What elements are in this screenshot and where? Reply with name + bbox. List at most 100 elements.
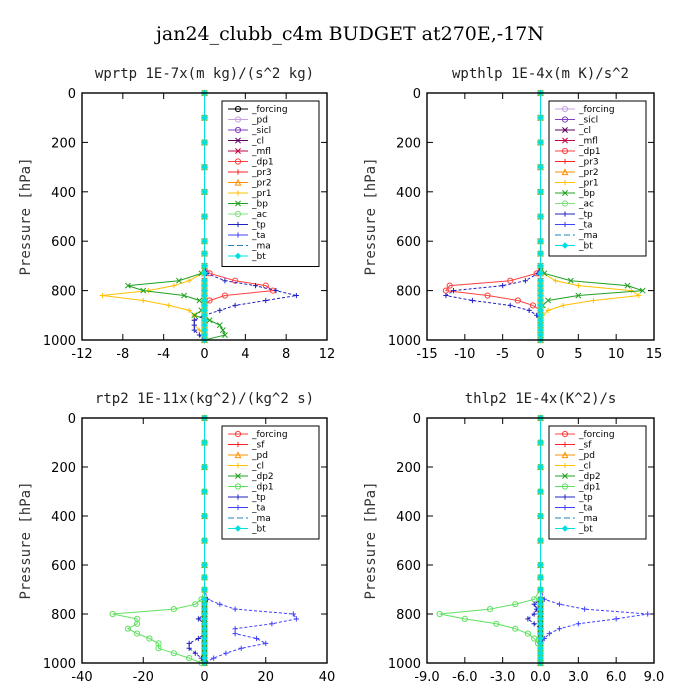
data-point xyxy=(222,278,228,284)
data-point xyxy=(537,139,544,146)
x-tick-label: -12 xyxy=(71,347,92,362)
data-point xyxy=(196,327,202,333)
plot-frame xyxy=(426,92,655,341)
legend-label: _forcing xyxy=(251,105,288,115)
series-dp1 xyxy=(442,89,544,344)
legend-label: _ta xyxy=(578,221,593,231)
legend-label: _ta xyxy=(251,504,266,514)
data-point xyxy=(512,601,519,608)
data-point xyxy=(522,278,528,284)
legend-label: _bt xyxy=(578,525,593,535)
legend-marker xyxy=(235,200,241,207)
panel-1: wprtp 1E-7x(m kg)/(s^2 kg) Pressure [hPa]… xyxy=(18,66,335,362)
data-point xyxy=(590,297,597,304)
legend-label: _ma xyxy=(251,514,271,524)
data-point xyxy=(546,631,552,637)
legend-label: _forcing xyxy=(578,430,615,440)
legend-marker xyxy=(234,451,242,459)
data-point xyxy=(263,640,269,646)
legend-marker xyxy=(234,126,242,134)
legend-label: _pd xyxy=(251,451,268,461)
data-point xyxy=(232,606,238,612)
data-point xyxy=(500,283,506,289)
data-point xyxy=(545,307,551,313)
data-point xyxy=(531,635,538,642)
legend-label: _pr2 xyxy=(251,179,272,189)
legend-label: _pr2 xyxy=(578,168,599,178)
data-point xyxy=(531,621,537,627)
data-point xyxy=(201,270,208,277)
panel-2: wpthlp 1E-4x(m K)/s^2 Pressure [hPa] -15 -1… xyxy=(363,66,662,362)
data-point xyxy=(99,292,106,299)
data-point xyxy=(170,650,177,657)
data-point xyxy=(293,292,299,299)
data-point xyxy=(537,114,544,122)
y-tick-label: 400 xyxy=(51,186,76,201)
data-point xyxy=(512,625,519,632)
data-point xyxy=(493,620,500,627)
legend-marker xyxy=(235,441,241,448)
data-point xyxy=(531,601,537,607)
y-tick-label: 400 xyxy=(396,510,421,525)
series-bt xyxy=(537,89,544,344)
legend-label: _pr1 xyxy=(251,189,272,199)
legend-marker xyxy=(561,242,569,249)
data-point xyxy=(201,586,208,593)
legend-marker xyxy=(235,232,241,238)
data-point xyxy=(639,287,646,294)
data-point xyxy=(201,114,208,122)
legend-label: _pr3 xyxy=(578,158,599,168)
legend-marker xyxy=(235,494,241,500)
x-tick-label: -15 xyxy=(416,347,437,362)
x-tick-label: -4 xyxy=(157,347,170,362)
series-bt xyxy=(537,414,544,667)
data-point xyxy=(553,278,559,284)
legend-marker xyxy=(234,525,242,532)
legend-marker xyxy=(562,473,568,479)
data-point xyxy=(273,288,279,294)
data-point xyxy=(269,621,275,627)
legend-label: _mfl xyxy=(251,147,271,157)
legend-label: _ta xyxy=(578,504,593,514)
legend-label: _sf xyxy=(578,441,592,451)
data-point xyxy=(195,635,201,642)
data-point xyxy=(211,655,217,661)
legend-marker xyxy=(562,158,568,165)
data-point xyxy=(537,250,544,257)
y-tick-label: 800 xyxy=(51,285,76,300)
y-tick-label: 200 xyxy=(51,136,76,151)
legend-label: _forcing xyxy=(251,430,288,440)
panel-title: wpthlp 1E-4x(m K)/s^2 xyxy=(452,66,629,82)
data-point xyxy=(537,537,544,544)
series-pr1 xyxy=(99,90,208,343)
data-point xyxy=(567,277,574,284)
legend-label: _tp xyxy=(251,493,266,503)
y-tick-label: 1000 xyxy=(388,657,421,672)
legend-marker xyxy=(561,430,569,438)
legend-label: _ta xyxy=(251,231,266,241)
data-point xyxy=(201,237,208,245)
legend-marker xyxy=(561,168,569,176)
data-point xyxy=(537,561,544,569)
data-point xyxy=(537,213,544,220)
plot-area xyxy=(109,414,299,667)
x-tick-label: -10 xyxy=(454,347,475,362)
data-point xyxy=(171,283,177,289)
series-tp xyxy=(443,90,544,343)
legend-label: _dp1 xyxy=(251,483,274,493)
legend-marker xyxy=(561,147,569,155)
legend-label: _ma xyxy=(578,514,598,524)
data-point xyxy=(575,621,581,627)
data-point xyxy=(628,288,634,294)
legend-marker xyxy=(562,462,568,469)
y-tick-label: 600 xyxy=(51,235,76,250)
legend-marker xyxy=(562,179,568,186)
data-point xyxy=(436,610,443,618)
panel-title: thlp2 1E-4x(K^2)/s xyxy=(465,391,617,407)
data-point xyxy=(575,283,581,289)
legend-label: _bp xyxy=(578,189,595,199)
y-tick-label: 400 xyxy=(51,510,76,525)
legend-marker xyxy=(235,148,241,154)
legend-label: _tp xyxy=(578,493,593,503)
data-point xyxy=(446,282,453,289)
